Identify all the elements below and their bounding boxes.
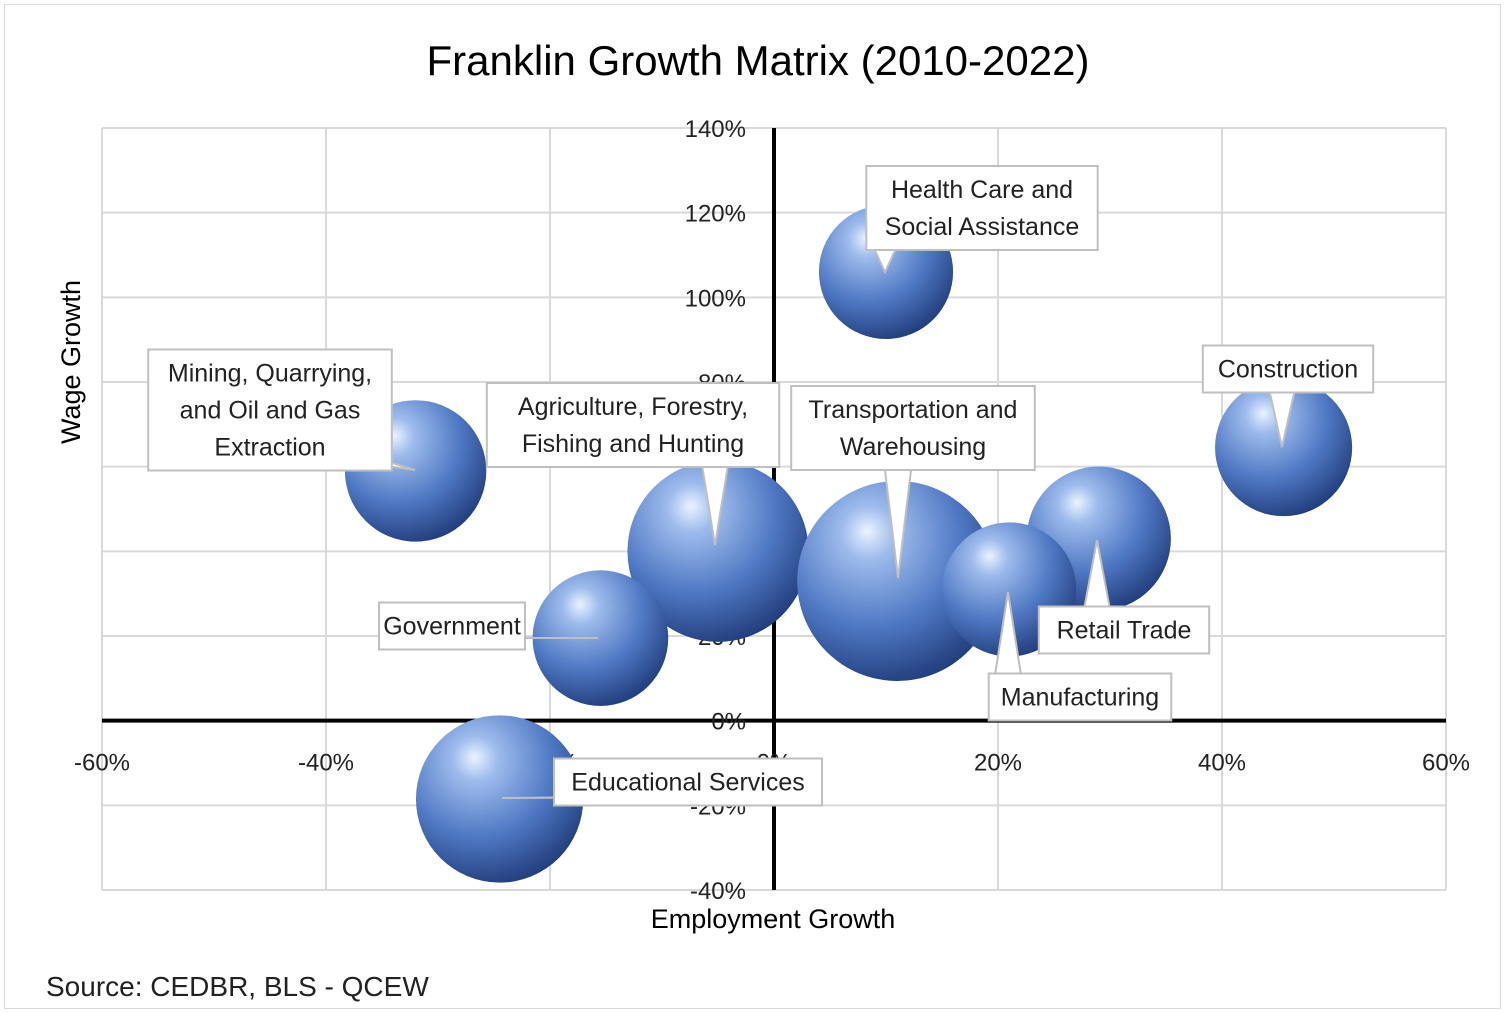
y-tick-label: 0%	[711, 709, 746, 736]
callout: Construction	[1201, 344, 1375, 448]
y-axis-title: Wage Growth	[56, 280, 86, 444]
callout-label: Transportation and	[809, 396, 1018, 424]
callout-label: Retail Trade	[1057, 617, 1192, 645]
x-axis-title: Employment Growth	[651, 904, 896, 934]
bubble	[415, 715, 584, 883]
y-tick-label: 100%	[685, 285, 746, 312]
callout-box	[147, 348, 393, 472]
callout-box	[378, 601, 526, 651]
callout-label: Agriculture, Forestry,	[518, 393, 748, 421]
y-tick-label: -40%	[690, 878, 746, 905]
x-tick-label: 20%	[974, 750, 1022, 777]
callout: Educational Services	[501, 757, 823, 807]
bubble	[797, 480, 998, 681]
callout-box	[1037, 605, 1211, 655]
bubble	[532, 570, 669, 706]
callout-label: Construction	[1218, 356, 1358, 384]
callout: Retail Trade	[1037, 539, 1211, 655]
callout-box	[485, 382, 781, 468]
callout-label: Extraction	[214, 434, 325, 462]
source-note: Source: CEDBR, BLS - QCEW	[46, 971, 429, 1002]
bubble	[627, 460, 809, 642]
callout-label: Mining, Quarrying,	[168, 360, 372, 388]
callout-label: Social Assistance	[885, 213, 1080, 241]
callout-box	[553, 757, 823, 807]
callout-label: Educational Services	[571, 769, 804, 797]
callout-label: Manufacturing	[1001, 684, 1159, 712]
bubble	[1215, 379, 1353, 517]
callout-box	[1201, 344, 1375, 394]
callout: Health Care and Social Assistance	[865, 165, 1099, 275]
callout-box	[865, 165, 1099, 251]
callout: Agriculture, Forestry, Fishing and Huntin…	[485, 382, 781, 546]
callout-box	[987, 672, 1173, 722]
x-tick-label: -60%	[74, 750, 130, 777]
x-tick-label: 40%	[1198, 750, 1246, 777]
callout-label: Health Care and	[891, 176, 1073, 204]
callout-label: Warehousing	[840, 433, 986, 461]
y-tick-label: 140%	[685, 116, 746, 143]
y-tick-label: 120%	[685, 201, 746, 228]
x-tick-label: -40%	[298, 750, 354, 777]
callout-label: Fishing and Hunting	[522, 430, 744, 458]
callout: Government	[378, 601, 598, 651]
callout-label: Government	[383, 613, 521, 641]
x-tick-label: 60%	[1422, 750, 1470, 777]
callout-label: and Oil and Gas	[180, 397, 361, 425]
callout-box	[790, 385, 1036, 471]
callout: Manufacturing	[987, 591, 1173, 722]
chart-title: Franklin Growth Matrix (2010-2022)	[427, 37, 1090, 84]
data-callouts: Health Care and Social Assistance Construc…	[147, 165, 1375, 807]
callout: Mining, Quarrying, and Oil and Gas Extract…	[147, 348, 416, 472]
bubbles	[344, 204, 1353, 883]
callout: Transportation and Warehousing	[790, 385, 1036, 579]
